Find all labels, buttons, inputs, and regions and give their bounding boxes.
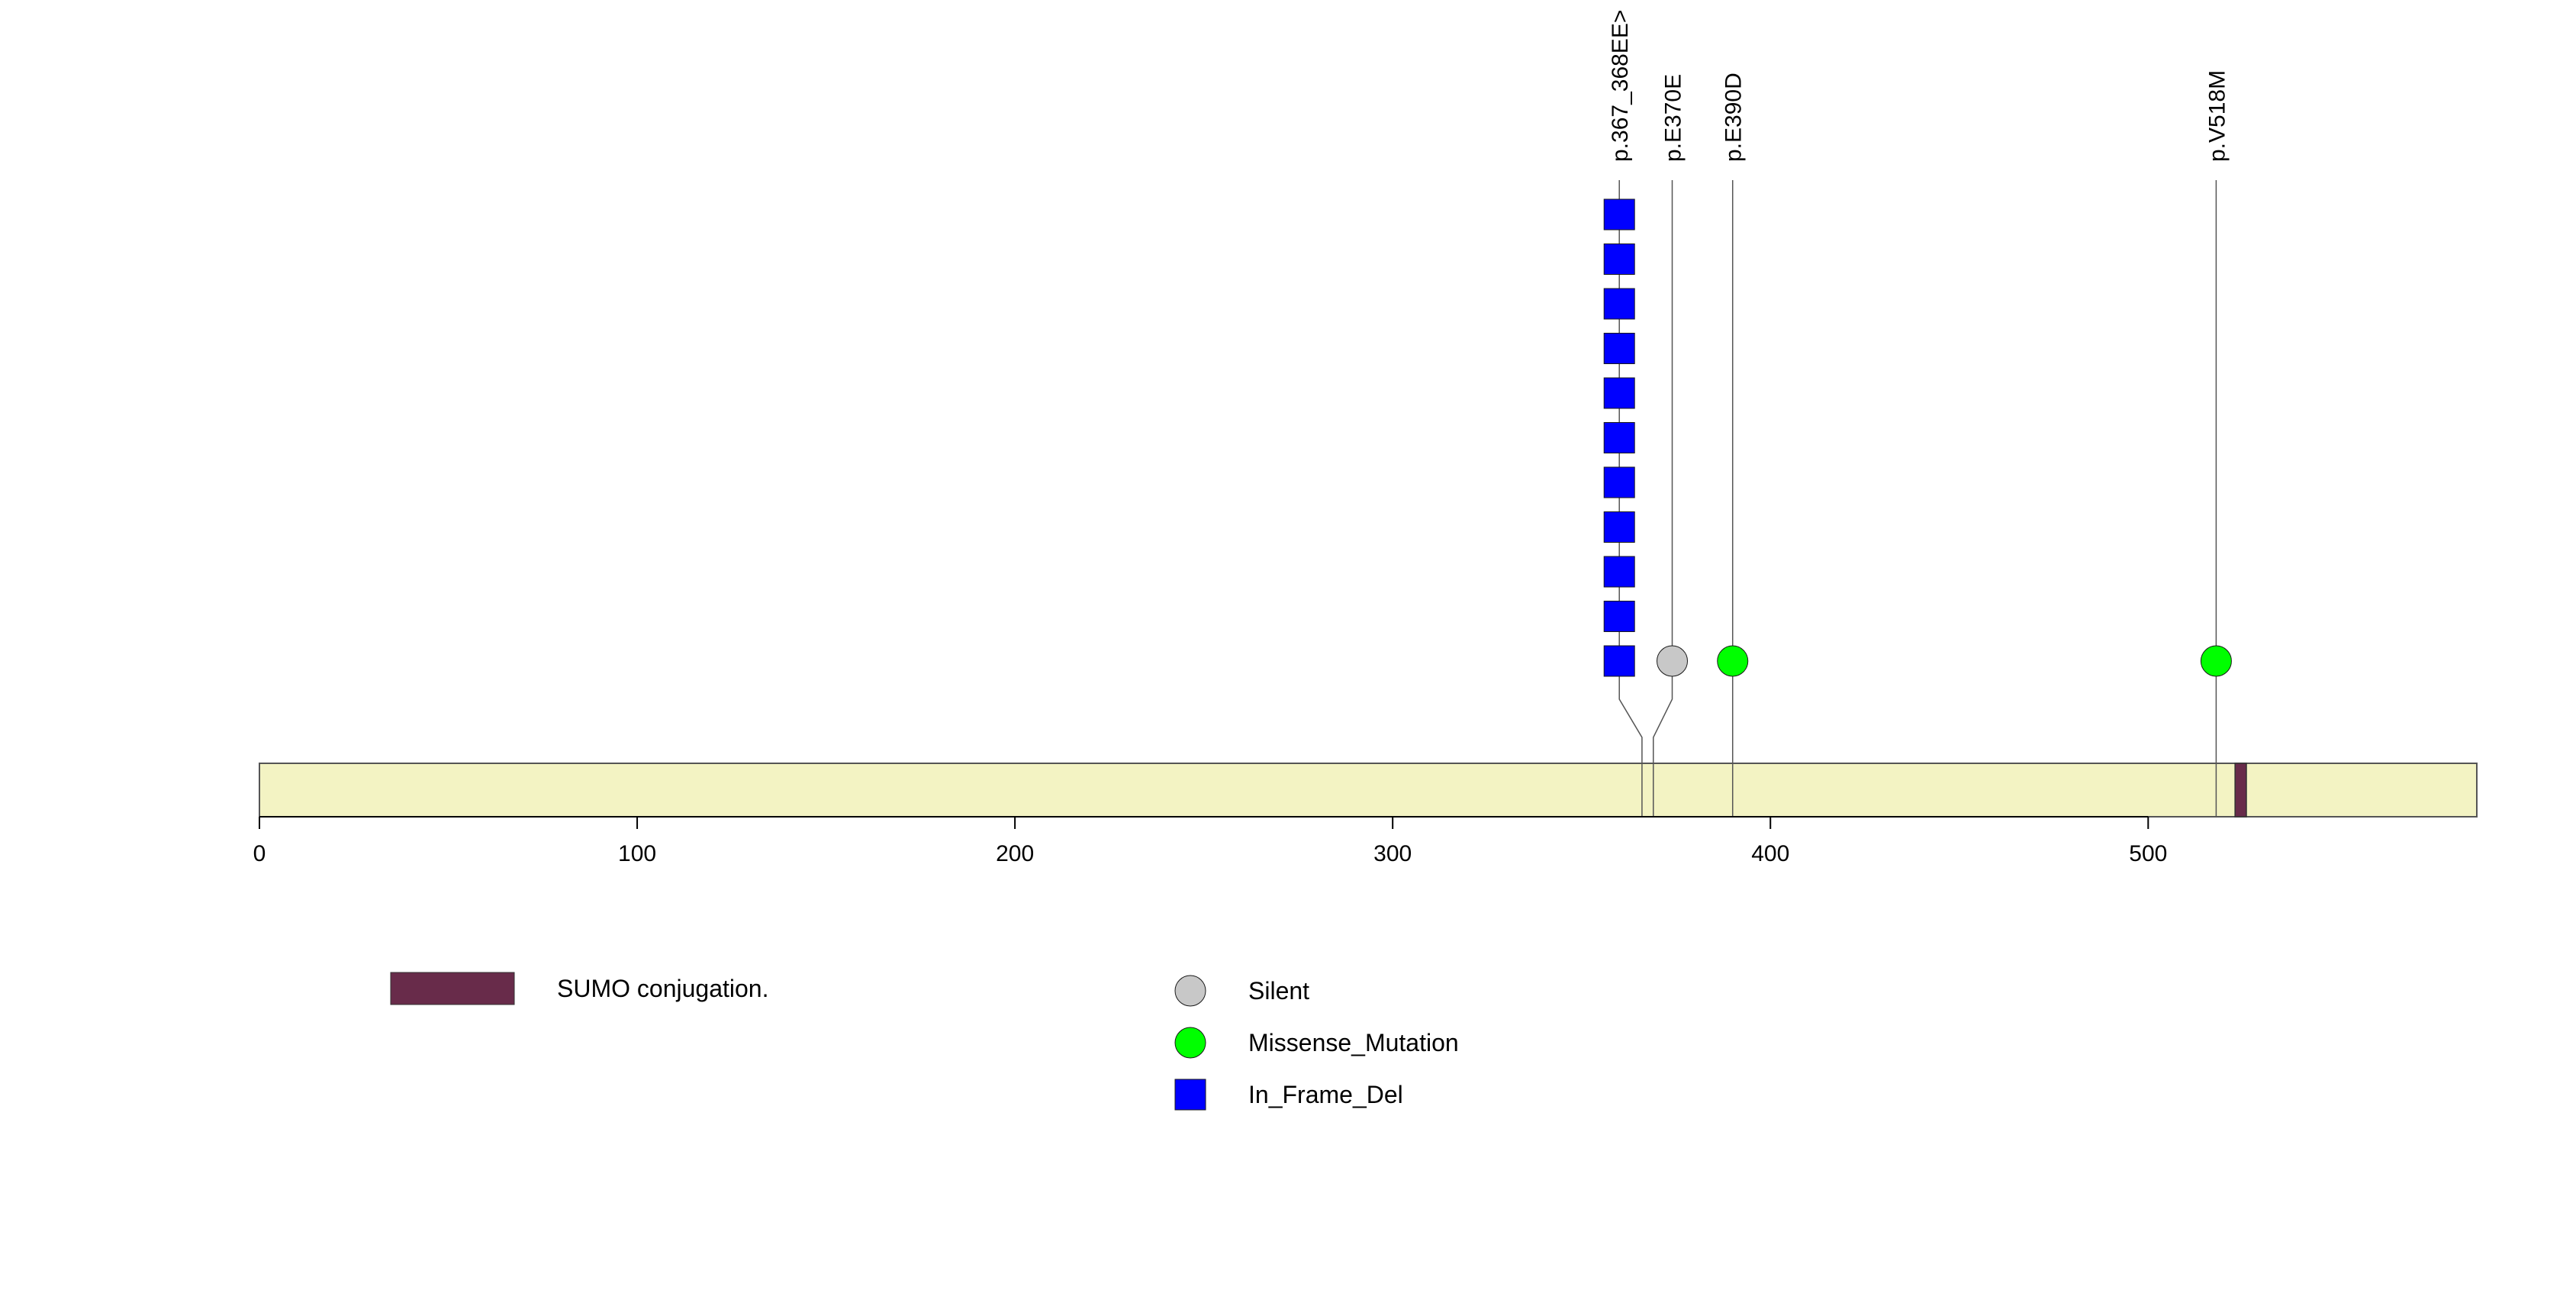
in-frame-del-marker — [1603, 422, 1635, 453]
x-axis-tick-label: 400 — [1751, 841, 1789, 866]
silent-marker — [1657, 645, 1689, 677]
in-frame-del-marker — [1603, 243, 1635, 275]
mutation-label-p-e370e: p.E370E — [1661, 74, 1686, 162]
protein-domains — [2234, 763, 2247, 818]
mutation-labels: p.367_368EE> p.E370E p.E390D p.V518M — [1608, 10, 2230, 162]
x-axis-tick-label: 500 — [2129, 841, 2167, 866]
legend-swatch-sumo-conjugation — [390, 972, 515, 1005]
mutation-connector — [1653, 692, 1673, 763]
legend-label-in-frame-del: In_Frame_Del — [1248, 1081, 1403, 1108]
legend-label-silent: Silent — [1248, 977, 1309, 1005]
mutation-markers — [1603, 198, 2232, 677]
legend-circle-icon-silent — [1174, 975, 1206, 1007]
mutation-connector — [1618, 692, 1643, 763]
protein-bar — [259, 763, 2478, 818]
x-axis-tick-label: 100 — [618, 841, 656, 866]
legend: SUMO conjugation. Silent Missense_Mutation… — [390, 972, 1459, 1111]
x-axis: 0 100 200 300 400 500 — [253, 816, 2167, 866]
in-frame-del-marker — [1603, 333, 1635, 364]
legend-square-icon-in-frame-del — [1174, 1079, 1206, 1111]
x-axis-tick-label: 300 — [1373, 841, 1412, 866]
legend-label-sumo-conjugation: SUMO conjugation. — [557, 975, 768, 1002]
x-axis-tick-label: 0 — [253, 841, 266, 866]
in-frame-del-marker — [1603, 377, 1635, 409]
missense-marker — [2200, 645, 2232, 677]
in-frame-del-marker — [1603, 288, 1635, 320]
in-frame-del-marker — [1603, 645, 1635, 677]
mutation-position-lines — [1641, 763, 2217, 817]
legend-circle-icon-missense-mutation — [1174, 1027, 1206, 1059]
in-frame-del-marker — [1603, 556, 1635, 588]
x-axis-tick-label: 200 — [996, 841, 1034, 866]
in-frame-del-marker — [1603, 601, 1635, 632]
mutation-label-p-v518m: p.V518M — [2204, 70, 2230, 162]
legend-label-missense-mutation: Missense_Mutation — [1248, 1029, 1459, 1056]
in-frame-del-marker — [1603, 198, 1635, 231]
in-frame-del-marker — [1603, 466, 1635, 498]
mutation-label-p-e390d: p.E390D — [1721, 73, 1747, 162]
missense-marker — [1717, 645, 1749, 677]
in-frame-del-marker — [1603, 511, 1635, 543]
domain-sumo-conjugation — [2234, 763, 2247, 818]
mutation-label-p-367-368ee: p.367_368EE> — [1608, 10, 1633, 162]
